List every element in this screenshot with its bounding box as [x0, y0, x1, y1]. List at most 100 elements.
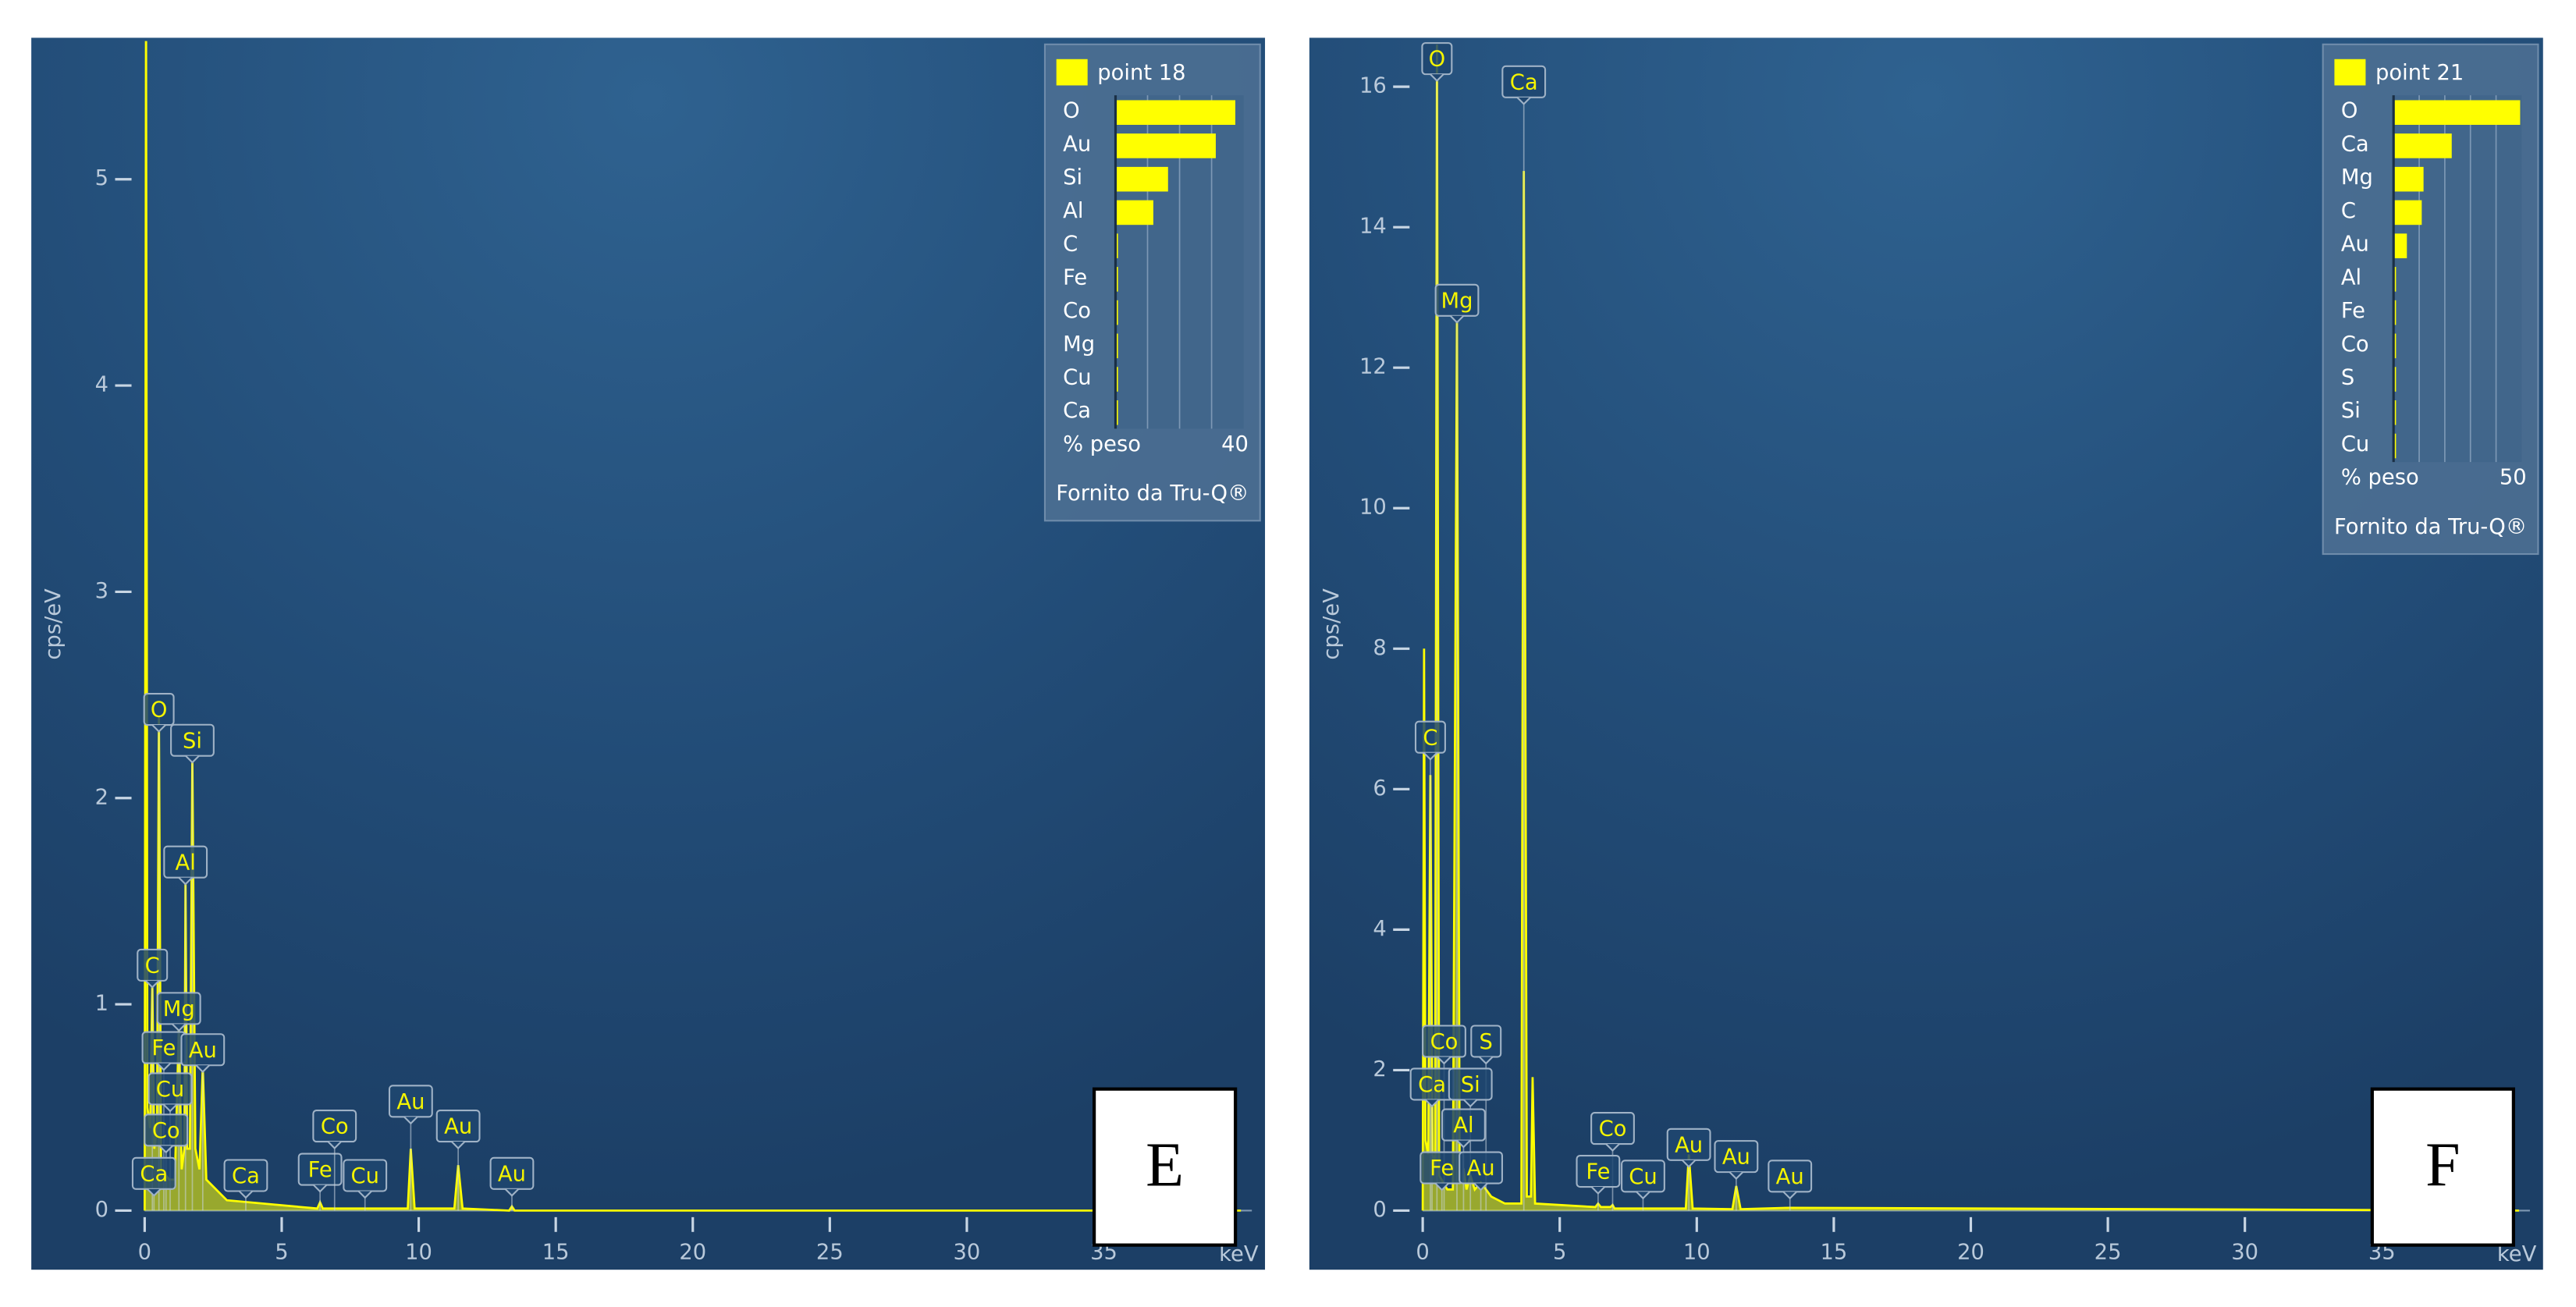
element-label: O: [1063, 99, 1080, 123]
peak-label: Cu: [156, 1078, 184, 1102]
y-tick-label: 1: [95, 992, 108, 1016]
y-tick-label: 4: [1373, 917, 1386, 941]
peak-label: Ca: [1510, 70, 1538, 94]
peak-label: Co: [321, 1115, 349, 1139]
peak-pointer: [185, 755, 200, 764]
peak-label: Au: [1776, 1165, 1804, 1189]
bar: [1115, 400, 1118, 425]
peak-pointer: [1590, 1186, 1606, 1195]
y-tick-label: 2: [95, 785, 108, 809]
peak-label: O: [151, 698, 168, 723]
peak-pointer: [1434, 1182, 1449, 1192]
y-tick-label: 4: [95, 373, 108, 397]
y-tick-label: 0: [95, 1198, 108, 1222]
legend-label: point 21: [2375, 61, 2464, 85]
bar-axis-label: % peso: [2341, 466, 2419, 490]
x-tick-label: 30: [2231, 1241, 2258, 1265]
y-tick-label: 10: [1359, 495, 1387, 520]
peak-label: Al: [176, 851, 196, 875]
peak-pointer: [327, 1141, 342, 1149]
element-label: C: [1063, 233, 1078, 257]
bar: [1115, 233, 1118, 258]
element-label: Cu: [2341, 432, 2369, 456]
bar: [1115, 333, 1118, 359]
element-label: C: [2341, 199, 2356, 223]
peak-pointer: [1516, 97, 1531, 105]
peak-pointer: [147, 1188, 162, 1197]
peak-label: Si: [1461, 1073, 1480, 1097]
peak-pointer: [1456, 1139, 1471, 1149]
peak-label: Fe: [1430, 1156, 1454, 1181]
element-label: Mg: [2341, 165, 2373, 190]
bar-axis-tick-label: 40: [1221, 432, 1249, 456]
x-tick-label: 20: [1957, 1241, 1984, 1265]
peak-label: C: [1423, 726, 1437, 750]
element-label: S: [2341, 366, 2354, 390]
peak-pointer: [357, 1190, 372, 1199]
peak-label: Co: [1599, 1117, 1627, 1142]
bar: [1115, 100, 1235, 125]
peak-label: Fe: [151, 1036, 176, 1060]
peak-pointer: [1423, 751, 1438, 761]
peak-label: S: [1480, 1030, 1493, 1054]
bar: [2393, 133, 2452, 158]
legend-swatch: [1056, 59, 1088, 86]
bar: [2393, 166, 2424, 192]
peak-label: Au: [1675, 1133, 1703, 1157]
peak-label: Mg: [1441, 289, 1473, 313]
peak-pointer: [151, 724, 166, 733]
element-label: Co: [2341, 332, 2369, 357]
legend-swatch: [2334, 59, 2366, 86]
y-tick-label: 2: [1373, 1057, 1386, 1081]
peak-pointer: [172, 1023, 187, 1032]
peak-pointer: [156, 1062, 172, 1071]
element-label: Al: [2341, 265, 2361, 289]
bar: [1115, 200, 1153, 226]
y-axis-label: cps/eV: [41, 588, 66, 660]
peak-label: Au: [498, 1162, 526, 1186]
bar-axis-label: % peso: [1063, 432, 1141, 456]
panel-letter-box: [1092, 1087, 1238, 1247]
peak-label: C: [145, 954, 160, 978]
x-tick-label: 20: [679, 1241, 706, 1265]
peak-pointer: [403, 1116, 418, 1125]
peak-label: Ca: [232, 1164, 260, 1188]
inset-footer: Fornito da Tru-Q®: [1056, 481, 1249, 506]
y-tick-label: 8: [1373, 636, 1386, 660]
peak-pointer: [1636, 1191, 1650, 1200]
x-tick-label: 30: [954, 1241, 981, 1265]
peak-label: O: [1429, 48, 1446, 72]
x-tick-label: 15: [1820, 1241, 1847, 1265]
peak-pointer: [1430, 73, 1444, 83]
x-tick-label: 25: [816, 1241, 844, 1265]
peak-label: Co: [152, 1119, 180, 1143]
peak-label: Cu: [351, 1164, 379, 1188]
element-label: O: [2341, 99, 2358, 123]
x-tick-label: 5: [1553, 1241, 1566, 1265]
y-tick-label: 3: [95, 579, 108, 603]
peak-pointer: [1424, 1099, 1440, 1108]
x-tick-label: 5: [275, 1241, 288, 1265]
y-tick-label: 0: [1373, 1198, 1386, 1222]
element-label: Si: [2341, 399, 2361, 423]
y-tick-label: 16: [1359, 74, 1387, 98]
peak-label: Au: [1722, 1145, 1750, 1170]
bar: [1115, 133, 1216, 158]
peak-pointer: [1479, 1056, 1494, 1065]
element-label: Ca: [2341, 132, 2369, 156]
y-tick-label: 6: [1373, 776, 1386, 801]
peak-pointer: [1473, 1182, 1488, 1192]
panel-letter: E: [1146, 1131, 1184, 1199]
element-label: Si: [1063, 165, 1082, 190]
bar: [2393, 100, 2521, 125]
panel-letter: F: [2425, 1131, 2460, 1199]
peak-pointer: [1605, 1143, 1620, 1153]
element-label: Co: [1063, 299, 1091, 323]
peak-pointer: [178, 876, 193, 886]
peak-label: Co: [1430, 1030, 1459, 1054]
bar-axis-tick-label: 50: [2500, 466, 2527, 490]
peak-label: Au: [444, 1115, 472, 1139]
y-tick-label: 5: [95, 166, 108, 190]
peak-label: Au: [396, 1090, 425, 1114]
